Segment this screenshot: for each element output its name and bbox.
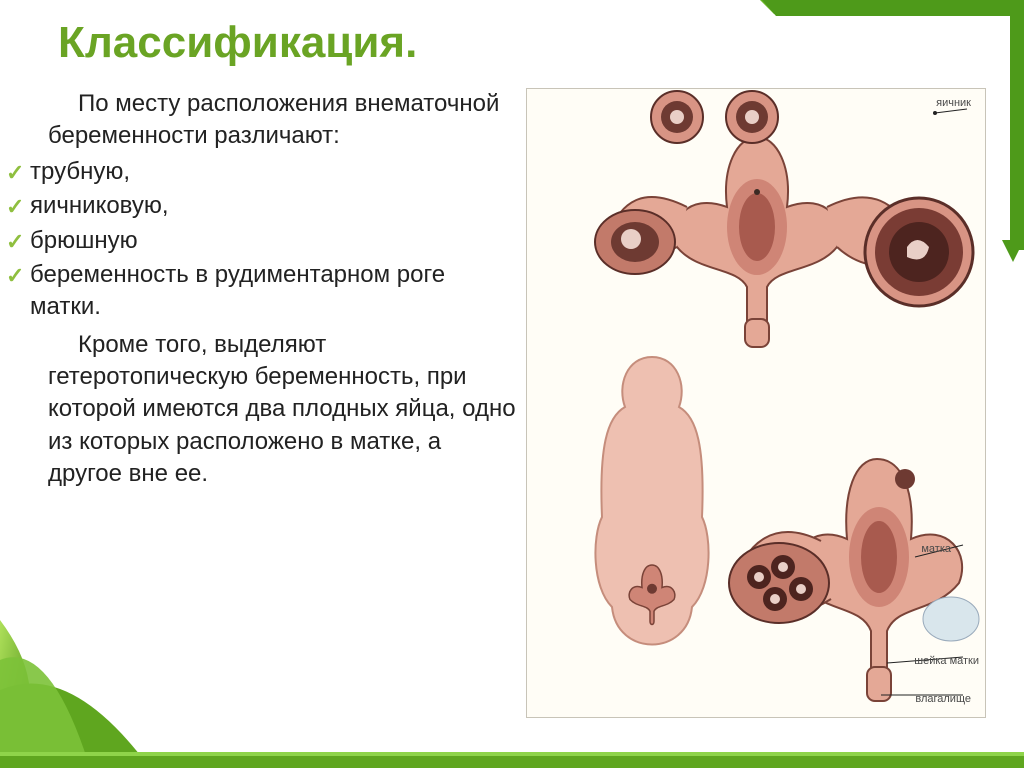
list-item: яичниковую,	[24, 190, 518, 222]
list-item: трубную,	[24, 156, 518, 188]
slide: Классификация. Классификация. По месту р…	[0, 0, 1024, 768]
list-item: беременность в рудиментарном роге матки.	[24, 259, 518, 323]
slide-content: По месту расположения внематочной береме…	[48, 88, 994, 718]
list-item: брюшную	[24, 225, 518, 257]
intro-paragraph: По месту расположения внематочной береме…	[48, 88, 518, 152]
slide-title: Классификация.	[58, 18, 994, 68]
text-column: По месту расположения внематочной береме…	[48, 88, 518, 718]
outro-paragraph: Кроме того, выделяют гетеротопическую бе…	[48, 329, 518, 490]
figure-label-cervix: шейка матки	[914, 655, 979, 667]
bullet-list: трубную, яичниковую, брюшную беременност…	[48, 156, 518, 323]
figure-label-ovary: яичник	[936, 97, 971, 109]
figure-label-vagina: влагалище	[915, 693, 971, 705]
figure-label-uterus: матка	[921, 543, 951, 555]
anatomy-figure: яичник матка шейка матки влагалище	[526, 88, 986, 718]
